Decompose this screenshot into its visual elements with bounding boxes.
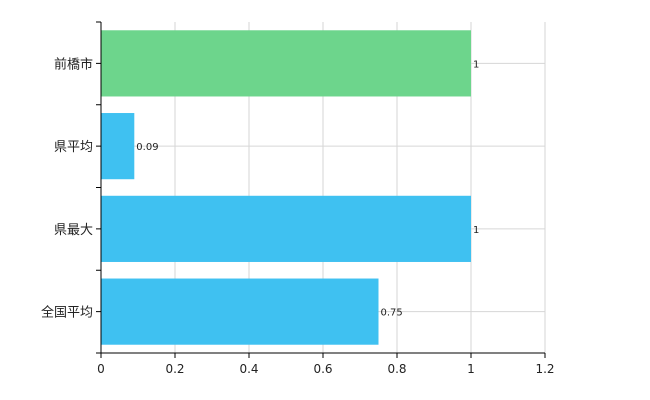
data-label: 0.09 bbox=[136, 142, 158, 153]
bar bbox=[101, 113, 135, 180]
bar bbox=[101, 30, 471, 97]
data-label: 0.75 bbox=[381, 308, 403, 319]
data-label: 1 bbox=[473, 225, 479, 236]
data-label: 1 bbox=[473, 59, 479, 70]
bar bbox=[101, 278, 379, 345]
bar bbox=[101, 195, 471, 262]
x-tick-label: 0.4 bbox=[239, 362, 258, 376]
axes bbox=[96, 21, 546, 358]
x-tick-label: 0.6 bbox=[313, 362, 332, 376]
y-tick-label: 全国平均 bbox=[41, 305, 93, 321]
x-tick-label: 1 bbox=[467, 362, 475, 376]
y-tick-label: 前橋市 bbox=[54, 56, 93, 72]
bars bbox=[101, 30, 471, 345]
x-tick-label: 0 bbox=[97, 362, 105, 376]
y-tick-label: 県平均 bbox=[54, 140, 93, 155]
y-tick-label: 県最大 bbox=[54, 223, 93, 238]
x-tick-label: 0.8 bbox=[387, 362, 406, 376]
x-tick-label: 0.2 bbox=[165, 362, 184, 376]
x-tick-label: 1.2 bbox=[535, 362, 554, 376]
